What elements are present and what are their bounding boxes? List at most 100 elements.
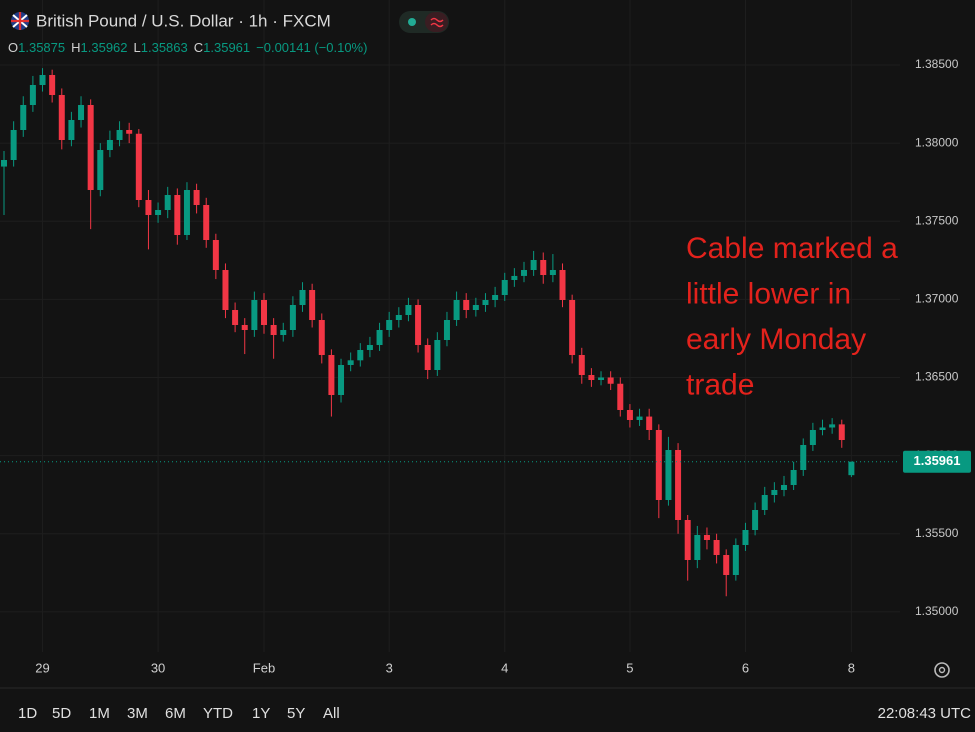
range-button[interactable]: All — [323, 705, 340, 722]
x-tick-label: 29 — [35, 660, 49, 675]
legend-key: H — [71, 40, 80, 55]
candle-body — [732, 545, 739, 575]
range-button[interactable]: 1Y — [252, 705, 270, 722]
symbol-icon — [11, 12, 29, 30]
candle-body — [694, 535, 701, 560]
legend-value: 1.35875 — [18, 40, 65, 55]
candle-body — [222, 270, 229, 310]
candle-body — [405, 305, 412, 315]
candle-body — [338, 365, 345, 395]
candle-body — [280, 330, 287, 335]
candle-body — [646, 416, 653, 430]
candle-body — [434, 340, 441, 370]
grid — [0, 0, 900, 652]
candle-body — [78, 105, 85, 120]
candle-body — [761, 495, 768, 510]
range-button[interactable]: 5Y — [287, 705, 305, 722]
settings-icon[interactable] — [934, 662, 950, 678]
legend-value: 1.35962 — [81, 40, 128, 55]
candle-body — [578, 355, 585, 375]
annotation-line: trade — [686, 368, 754, 401]
y-tick-label: 1.37000 — [915, 292, 959, 306]
clock: 22:08:43 UTC — [878, 705, 972, 722]
candle-body — [742, 530, 749, 545]
candle-body — [347, 360, 354, 365]
candle-body — [520, 270, 527, 276]
candle-body — [530, 260, 537, 270]
legend-change: −0.00141 (−0.10%) — [256, 40, 367, 55]
candle-body — [703, 535, 710, 540]
candle-body — [617, 383, 624, 410]
overlay: 1.350001.355001.360001.365001.370001.375… — [0, 57, 971, 675]
candle-body — [569, 300, 576, 355]
candle-body — [829, 424, 836, 428]
last-price-tag — [903, 450, 971, 473]
candle-body — [588, 375, 595, 380]
candle-body — [251, 300, 258, 330]
candle-body — [29, 85, 36, 105]
y-tick-label: 1.35000 — [915, 604, 959, 618]
candle-body — [164, 195, 171, 210]
candle-body — [212, 240, 219, 270]
x-tick-label: 8 — [848, 660, 855, 675]
candle-body — [655, 430, 662, 500]
candle-body — [684, 520, 691, 560]
candle-body — [838, 424, 845, 440]
candle-body — [193, 190, 200, 205]
legend-value: 1.35863 — [141, 40, 188, 55]
candle-body — [607, 377, 614, 384]
candle-body — [443, 320, 450, 340]
x-tick-label: 6 — [742, 660, 749, 675]
candle-body — [270, 325, 277, 335]
candle-body — [800, 445, 807, 470]
range-button[interactable]: YTD — [203, 705, 233, 722]
status-pills[interactable] — [399, 11, 449, 33]
x-tick-label: Feb — [253, 660, 275, 675]
chart-title: British Pound / U.S. Dollar · 1h · FXCM — [36, 11, 331, 30]
range-button[interactable]: 3M — [127, 705, 148, 722]
candle-body — [598, 377, 605, 380]
candle-body — [318, 320, 325, 355]
candle-body — [559, 270, 566, 300]
candle-body — [482, 300, 489, 305]
range-toolbar: 1D 5D 1M 3M 6M YTD 1Y 5Y All 22:08:43 UTC — [18, 705, 971, 722]
range-button[interactable]: 6M — [165, 705, 186, 722]
candle-body — [39, 75, 46, 85]
y-tick-label: 1.35500 — [915, 526, 959, 540]
range-button[interactable]: 5D — [52, 705, 71, 722]
candle-body — [203, 205, 210, 240]
last-price-label: 1.35961 — [914, 453, 961, 468]
candle-body — [10, 130, 17, 160]
candle-body — [386, 320, 393, 330]
candle-body — [424, 345, 431, 370]
candle-body — [453, 300, 460, 320]
x-tick-label: 4 — [501, 660, 508, 675]
legend-key: C — [194, 40, 203, 55]
candle-body — [20, 105, 27, 130]
range-button[interactable]: 1M — [89, 705, 110, 722]
candle-body — [58, 95, 65, 140]
candle-body — [752, 510, 759, 530]
candle-body — [395, 315, 402, 320]
candle-body — [145, 200, 152, 215]
candle-body — [97, 150, 104, 190]
candle-body — [106, 140, 113, 150]
candle-body — [155, 210, 162, 215]
candle-body — [299, 290, 306, 305]
candle-body — [540, 260, 547, 275]
candle-body — [174, 195, 181, 235]
candle-body — [68, 120, 75, 140]
candle-body — [713, 540, 720, 555]
candle-body — [328, 355, 335, 395]
range-button[interactable]: 1D — [18, 705, 37, 722]
y-tick-label: 1.38500 — [915, 57, 959, 71]
candle-body — [49, 75, 56, 95]
candle-body — [472, 305, 479, 310]
candle-body — [848, 461, 855, 476]
candle-body — [549, 270, 556, 275]
candle-body — [780, 485, 787, 490]
candle-body — [463, 300, 470, 310]
x-tick-label: 3 — [386, 660, 393, 675]
